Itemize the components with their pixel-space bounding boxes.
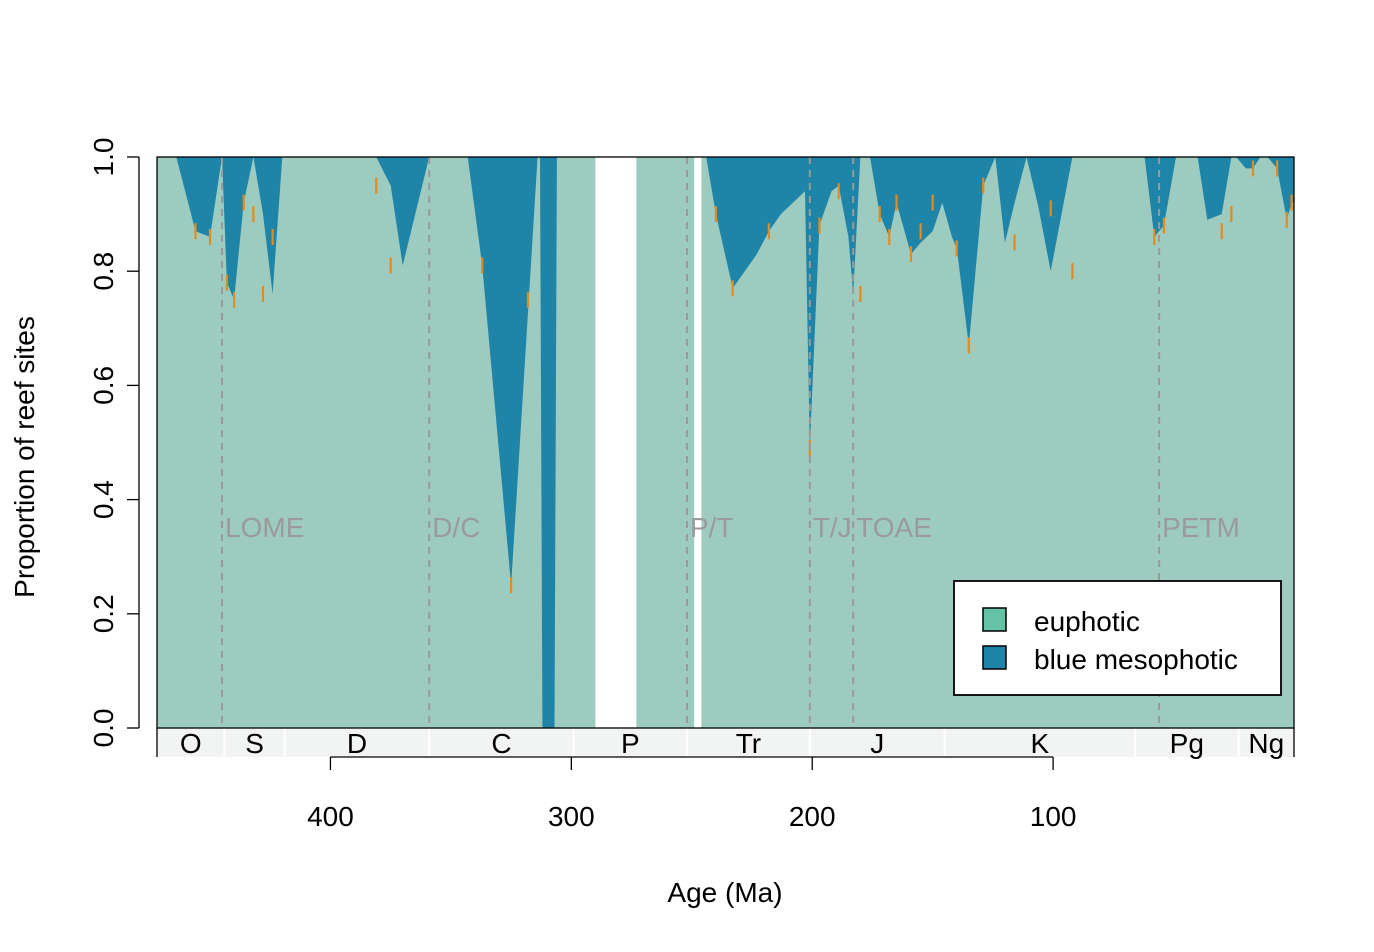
legend: euphotic blue mesophotic: [953, 580, 1282, 696]
y-tick-label: 0.8: [88, 252, 119, 291]
period-label: Ng: [1248, 728, 1284, 759]
y-tick-label: 0.2: [88, 594, 119, 633]
period-label: C: [491, 728, 511, 759]
legend-swatch-euphotic: [982, 607, 1007, 632]
no-data-gap: [595, 157, 637, 728]
period-label: P: [621, 728, 640, 759]
period-label: K: [1031, 728, 1050, 759]
x-tick-label: 200: [789, 801, 836, 832]
period-label: O: [180, 728, 202, 759]
y-tick-label: 0.0: [88, 709, 119, 748]
period-label: Tr: [736, 728, 761, 759]
plot-frame: [156, 156, 1295, 729]
x-tick-label: 400: [307, 801, 354, 832]
period-bar-background: [157, 728, 1294, 757]
legend-label-blue-mesophotic: blue mesophotic: [1034, 644, 1238, 675]
no-data-gap: [694, 157, 702, 728]
y-tick-label: 0.4: [88, 480, 119, 519]
period-label: D: [347, 728, 367, 759]
event-label: D/C: [432, 512, 480, 543]
x-axis: 400 300 200 100: [307, 756, 1077, 832]
x-axis-label: Age (Ma): [667, 877, 782, 908]
y-axis: 0.0 0.2 0.4 0.6 0.8 1.0: [88, 138, 140, 748]
event-label: P/T: [690, 512, 734, 543]
x-tick-label: 100: [1030, 801, 1077, 832]
event-label: LOME: [225, 512, 304, 543]
event-label: TOAE: [856, 512, 932, 543]
y-tick-label: 0.6: [88, 366, 119, 405]
event-lines: LOME D/C P/T T/J TOAE PETM: [221, 157, 1240, 728]
event-label: T/J: [813, 512, 852, 543]
legend-label-euphotic: euphotic: [1034, 606, 1140, 637]
period-label: S: [245, 728, 264, 759]
event-label: PETM: [1162, 512, 1240, 543]
legend-box: [953, 580, 1282, 696]
period-label: J: [870, 728, 884, 759]
x-tick-label: 300: [548, 801, 595, 832]
y-tick-label: 1.0: [88, 138, 119, 177]
legend-swatch-blue-mesophotic: [982, 645, 1007, 670]
y-axis-label: Proportion of reef sites: [9, 316, 40, 598]
period-label: Pg: [1170, 728, 1204, 759]
period-bar: O S D C P Tr J K Pg Ng: [156, 728, 1295, 759]
